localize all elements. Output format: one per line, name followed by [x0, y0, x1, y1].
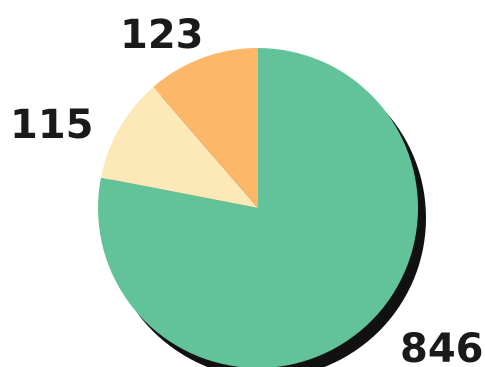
pie-labels: 846 115 123 [10, 12, 484, 367]
slice-label-123: 123 [120, 12, 204, 58]
slice-label-846: 846 [400, 326, 484, 367]
pie-slice-846 [98, 48, 418, 367]
pie-slices [98, 48, 418, 367]
pie-slice-123 [153, 48, 258, 208]
slice-label-115: 115 [10, 102, 94, 148]
pie-slice-115 [100, 86, 258, 208]
